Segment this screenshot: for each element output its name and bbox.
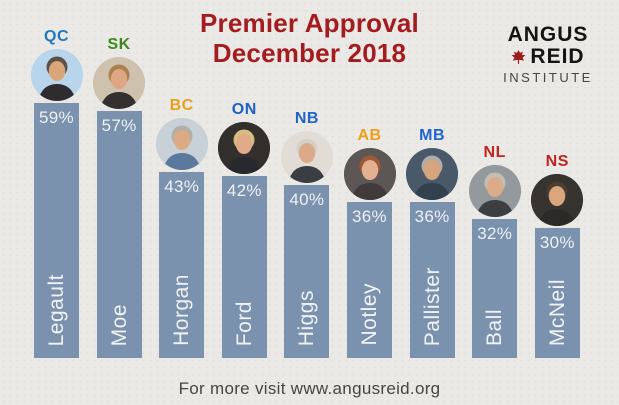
premier-name: Ford	[232, 300, 256, 346]
premier-photo	[280, 131, 333, 183]
approval-bar: 30% McNeil	[534, 228, 580, 358]
premier-photo	[468, 165, 521, 217]
premier-column: MB 36% Pallister	[406, 127, 459, 358]
province-label: MB	[419, 127, 446, 144]
premier-photo	[30, 49, 83, 101]
approval-bar: 36% Notley	[347, 202, 392, 358]
premier-name: Notley	[358, 283, 381, 346]
premier-name: Higgs	[295, 289, 319, 346]
approval-bar: 59% Legault	[34, 103, 79, 358]
value-label: 32%	[477, 224, 513, 243]
approval-bar: 42% Ford	[221, 176, 267, 358]
premier-photo	[531, 174, 584, 226]
approval-bar: 36% Pallister	[409, 202, 455, 358]
premier-photo	[343, 148, 396, 200]
value-label: 59%	[39, 108, 74, 127]
premier-column: AB 36% Notley	[343, 127, 396, 358]
province-label: QC	[44, 28, 69, 45]
angus-reid-logo: ANGUS REID INSTITUTE	[493, 24, 603, 87]
premier-column: BC 43% Horgan	[155, 97, 208, 358]
premier-column: NB 40% Higgs	[280, 110, 333, 358]
premier-photo	[93, 57, 146, 109]
logo-text-angus: ANGUS	[507, 23, 589, 46]
value-label: 40%	[289, 190, 325, 209]
logo-text-reid: REID	[530, 45, 585, 68]
approval-bar: 40% Higgs	[284, 185, 330, 358]
province-label: ON	[231, 101, 257, 118]
province-label: NB	[294, 110, 319, 127]
value-label: 43%	[164, 177, 200, 196]
value-label: 30%	[539, 233, 575, 252]
approval-bar: 32% Ball	[472, 219, 518, 358]
approval-bar: 57% Moe	[96, 111, 142, 358]
value-label: 57%	[101, 116, 137, 135]
chart-title: Premier Approval December 2018	[0, 8, 619, 68]
value-label: 36%	[414, 207, 450, 226]
premier-name: McNeil	[545, 278, 569, 346]
premier-photo	[406, 148, 459, 200]
maple-leaf-icon	[511, 49, 526, 65]
premier-photo	[155, 118, 208, 170]
premier-name: Ball	[483, 308, 507, 346]
province-label: NS	[545, 153, 569, 170]
premier-column: NS 30% McNeil	[531, 153, 584, 358]
province-label: SK	[107, 36, 131, 53]
premier-column: QC 59% Legault	[30, 28, 83, 358]
approval-bar: 43% Horgan	[159, 172, 205, 358]
premier-photo	[218, 122, 271, 174]
footer-text: For more visit www.angusreid.org	[178, 379, 441, 398]
logo-text-institute: INSTITUTE	[503, 70, 593, 85]
chart-title-line2: December 2018	[212, 38, 407, 68]
premier-column: ON 42% Ford	[218, 101, 271, 358]
premier-name: Horgan	[170, 274, 194, 346]
premier-name: Legault	[45, 273, 68, 346]
premier-column: SK 57% Moe	[93, 36, 146, 358]
premier-name: Moe	[107, 303, 131, 346]
province-label: BC	[169, 97, 194, 114]
province-label: NL	[483, 144, 506, 161]
premier-column: NL 32% Ball	[468, 144, 521, 358]
value-label: 36%	[352, 207, 387, 226]
province-label: AB	[357, 127, 382, 144]
chart-title-line1: Premier Approval	[200, 8, 419, 38]
premier-name: Pallister	[420, 266, 444, 346]
value-label: 42%	[226, 181, 262, 200]
